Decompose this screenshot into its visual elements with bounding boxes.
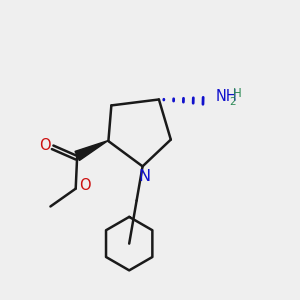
Text: 2: 2 xyxy=(230,97,236,107)
Text: NH: NH xyxy=(215,89,237,104)
Text: N: N xyxy=(138,169,150,184)
Text: O: O xyxy=(39,138,50,153)
Text: H: H xyxy=(233,87,242,100)
Polygon shape xyxy=(75,140,108,160)
Text: O: O xyxy=(79,178,90,193)
